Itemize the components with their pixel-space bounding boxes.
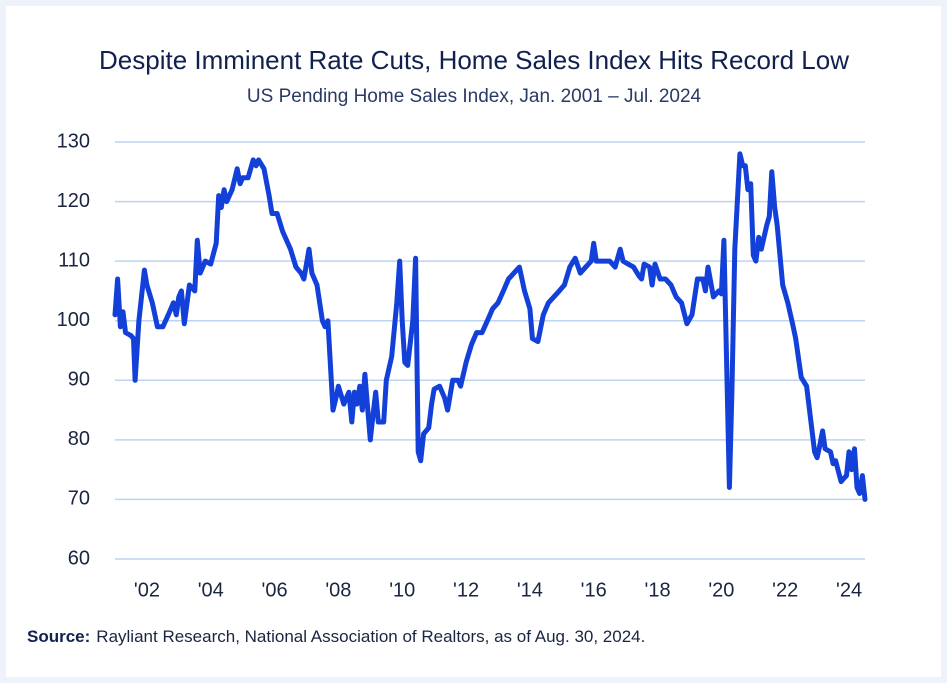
x-tick-label: '10	[389, 579, 415, 601]
x-tick-label: '16	[581, 579, 607, 601]
source-text: Rayliant Research, National Association …	[96, 627, 645, 646]
x-tick-label: '14	[517, 579, 543, 601]
y-tick-label: 60	[68, 547, 90, 569]
chart-title: Despite Imminent Rate Cuts, Home Sales I…	[99, 45, 849, 75]
x-tick-label: '04	[198, 579, 224, 601]
x-tick-label: '20	[708, 579, 734, 601]
data-line	[112, 151, 868, 502]
x-tick-label: '24	[836, 579, 862, 601]
x-tick-label: '22	[772, 579, 798, 601]
x-tick-label: '02	[134, 579, 160, 601]
y-tick-label: 120	[57, 190, 90, 212]
source-label: Source:	[27, 627, 90, 646]
y-tick-label: 80	[68, 428, 90, 450]
x-tick-label: '18	[645, 579, 671, 601]
y-tick-label: 110	[58, 249, 90, 271]
source: Source: Rayliant Research, National Assoc…	[27, 627, 645, 646]
y-tick-label: 130	[57, 130, 90, 152]
chart-subtitle: US Pending Home Sales Index, Jan. 2001 –…	[247, 86, 702, 107]
y-tick-label: 100	[57, 309, 90, 331]
x-tick-label: '08	[325, 579, 351, 601]
y-tick-label: 90	[68, 369, 90, 391]
x-tick-label: '12	[453, 579, 479, 601]
y-tick-label: 70	[68, 488, 90, 510]
x-tick-label: '06	[262, 579, 288, 601]
